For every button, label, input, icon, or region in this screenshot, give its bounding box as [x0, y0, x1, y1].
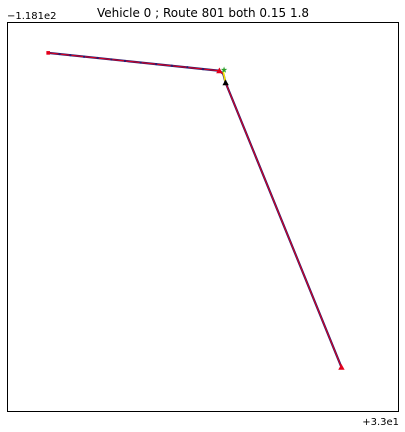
square-marker-3 — [46, 51, 50, 55]
chart-title: Vehicle 0 ; Route 801 both 0.15 1.8 — [97, 6, 309, 20]
route-point-8 — [155, 63, 157, 65]
plot-area — [8, 23, 399, 412]
route-point-3 — [83, 56, 85, 58]
route-point-6 — [124, 60, 126, 62]
route-point-9 — [171, 65, 173, 67]
route-point-11 — [202, 68, 204, 70]
route-point-1 — [58, 53, 60, 55]
route-point-4 — [97, 57, 99, 59]
route-point-7 — [140, 61, 142, 63]
y-axis-offset-label: −1.181e2 — [7, 11, 57, 22]
route-point-5 — [110, 58, 112, 60]
route-point-10 — [186, 66, 188, 68]
route-point-2 — [69, 54, 71, 56]
x-axis-offset-label: +3.3e1 — [362, 417, 399, 428]
